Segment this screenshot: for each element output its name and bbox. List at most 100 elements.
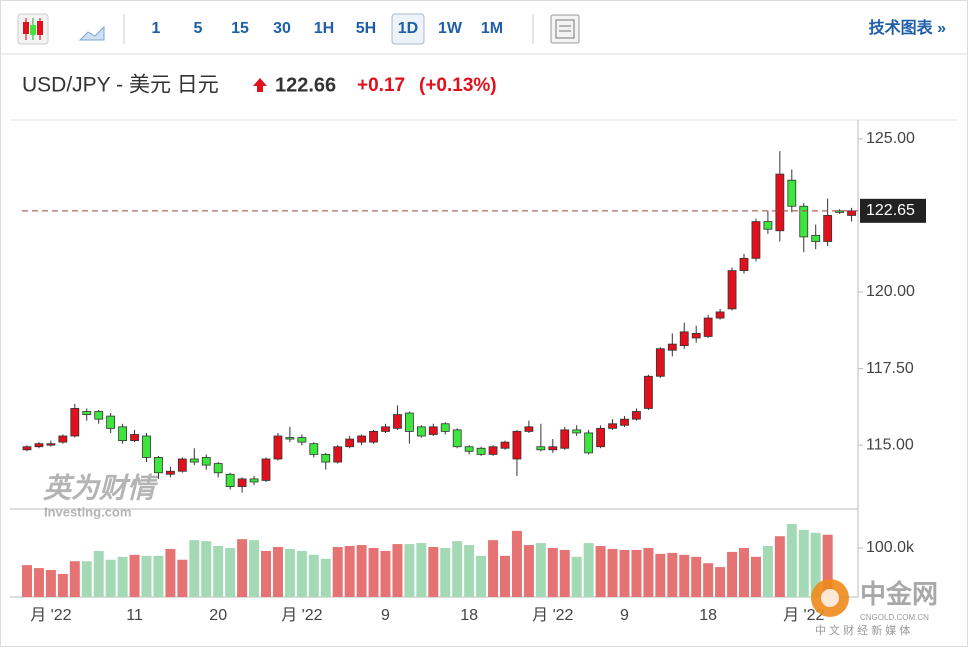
volume-bar <box>464 545 475 597</box>
candle-body <box>847 210 856 216</box>
volume-bar <box>213 546 224 597</box>
volume-bar <box>452 541 463 597</box>
volume-bar <box>523 545 534 597</box>
volume-bar <box>33 568 44 597</box>
interval-button[interactable]: 30 <box>273 20 291 37</box>
investing-watermark: 英为财情 Investing.com <box>43 472 159 519</box>
interval-button[interactable]: 5H <box>356 20 376 37</box>
candle-body <box>273 435 283 460</box>
volume-bar <box>583 543 594 597</box>
volume-bar <box>380 550 391 597</box>
candle-body <box>404 412 414 432</box>
candle-body <box>799 205 809 238</box>
candle-body <box>82 411 92 415</box>
interval-button[interactable]: 1 <box>152 20 161 37</box>
volume-bar <box>117 556 128 597</box>
interval-button[interactable]: 1M <box>481 20 503 37</box>
candle-body <box>225 473 235 487</box>
candle-body <box>739 257 749 271</box>
candle-icon[interactable] <box>17 13 49 45</box>
volume-bar <box>93 550 104 597</box>
candle-body <box>46 443 56 446</box>
candle-body <box>237 478 247 487</box>
candle-body <box>464 446 474 452</box>
candle-body <box>261 458 271 481</box>
volume-bar <box>762 546 773 597</box>
symbol: USD/JPY - 美元 日元 <box>22 74 219 97</box>
interval-button[interactable]: 5 <box>194 20 203 37</box>
volume-bar <box>237 539 248 597</box>
x-tick-label: 11 <box>126 607 143 624</box>
candle-body <box>70 408 80 437</box>
volume-bar <box>440 547 451 597</box>
x-tick-label: 月 '22 <box>783 607 824 624</box>
candle-body <box>34 443 44 448</box>
x-tick-label: 18 <box>460 607 478 624</box>
y-tick-label: 125.00 <box>866 130 915 147</box>
volume-bar <box>822 534 833 597</box>
volume-bar <box>81 561 92 597</box>
volume-bar <box>392 544 403 597</box>
volume-bar <box>201 541 212 597</box>
watermark-slogan: 中 文 财 经 新 媒 体 <box>815 623 910 637</box>
candle-body <box>727 270 737 310</box>
interval-button[interactable]: 1H <box>314 20 334 37</box>
area-icon[interactable] <box>78 25 105 41</box>
candle-body <box>500 441 510 449</box>
volume-bar <box>667 552 678 597</box>
candle-body <box>381 426 390 432</box>
active-button-box[interactable] <box>391 13 425 45</box>
y-tick-label: 115.00 <box>866 436 914 453</box>
candle-body <box>154 457 163 474</box>
candle-body <box>428 426 438 435</box>
candle-body <box>309 443 319 455</box>
candle-body <box>476 447 486 455</box>
volume-bar <box>559 549 570 597</box>
candle-body <box>823 215 833 242</box>
volume-bar <box>631 549 642 597</box>
watermark-cn: 中金网 <box>860 579 938 609</box>
volume-bar <box>500 555 510 597</box>
volume-bar <box>284 548 295 597</box>
layout-icon[interactable] <box>550 14 580 44</box>
technical-chart-link[interactable]: 技术图表 » <box>869 18 946 37</box>
candle-body <box>584 432 594 454</box>
candle-body <box>22 446 32 451</box>
candle-body <box>345 438 355 448</box>
volume-bar <box>416 543 427 597</box>
interval-button[interactable]: 1W <box>438 20 463 37</box>
candle-body <box>679 331 689 347</box>
candle-body <box>667 343 677 351</box>
icon-box[interactable] <box>550 14 580 44</box>
volume-bar <box>153 555 164 597</box>
volume-bar <box>69 561 80 597</box>
interval-button[interactable]: 15 <box>231 20 249 37</box>
candle-body <box>94 411 104 420</box>
volume-bar <box>22 565 32 597</box>
candle-body <box>763 221 773 230</box>
candle-body <box>620 418 629 426</box>
volume-bar <box>655 553 666 597</box>
volume-bar <box>344 546 355 597</box>
volume-bar <box>774 536 785 597</box>
interval-button[interactable]: 1D <box>398 20 418 37</box>
candle-body <box>572 429 582 434</box>
x-tick-label: 20 <box>209 607 227 624</box>
candle-body <box>644 375 653 409</box>
volume-bar <box>727 551 738 597</box>
volume-bar <box>225 547 236 597</box>
x-tick-label: 18 <box>699 607 717 624</box>
candle-body <box>548 446 558 451</box>
candle-body <box>165 470 175 475</box>
candle-body <box>608 423 617 429</box>
y-tick-label: 120.00 <box>866 283 915 300</box>
price: 122.66 <box>275 74 336 96</box>
candle-body <box>177 458 187 472</box>
candle-body <box>703 317 713 337</box>
volume-bar <box>547 547 558 597</box>
up-arrow <box>253 78 267 92</box>
candle-body <box>440 423 450 432</box>
candle-body <box>715 311 725 319</box>
candle-body <box>189 458 199 463</box>
